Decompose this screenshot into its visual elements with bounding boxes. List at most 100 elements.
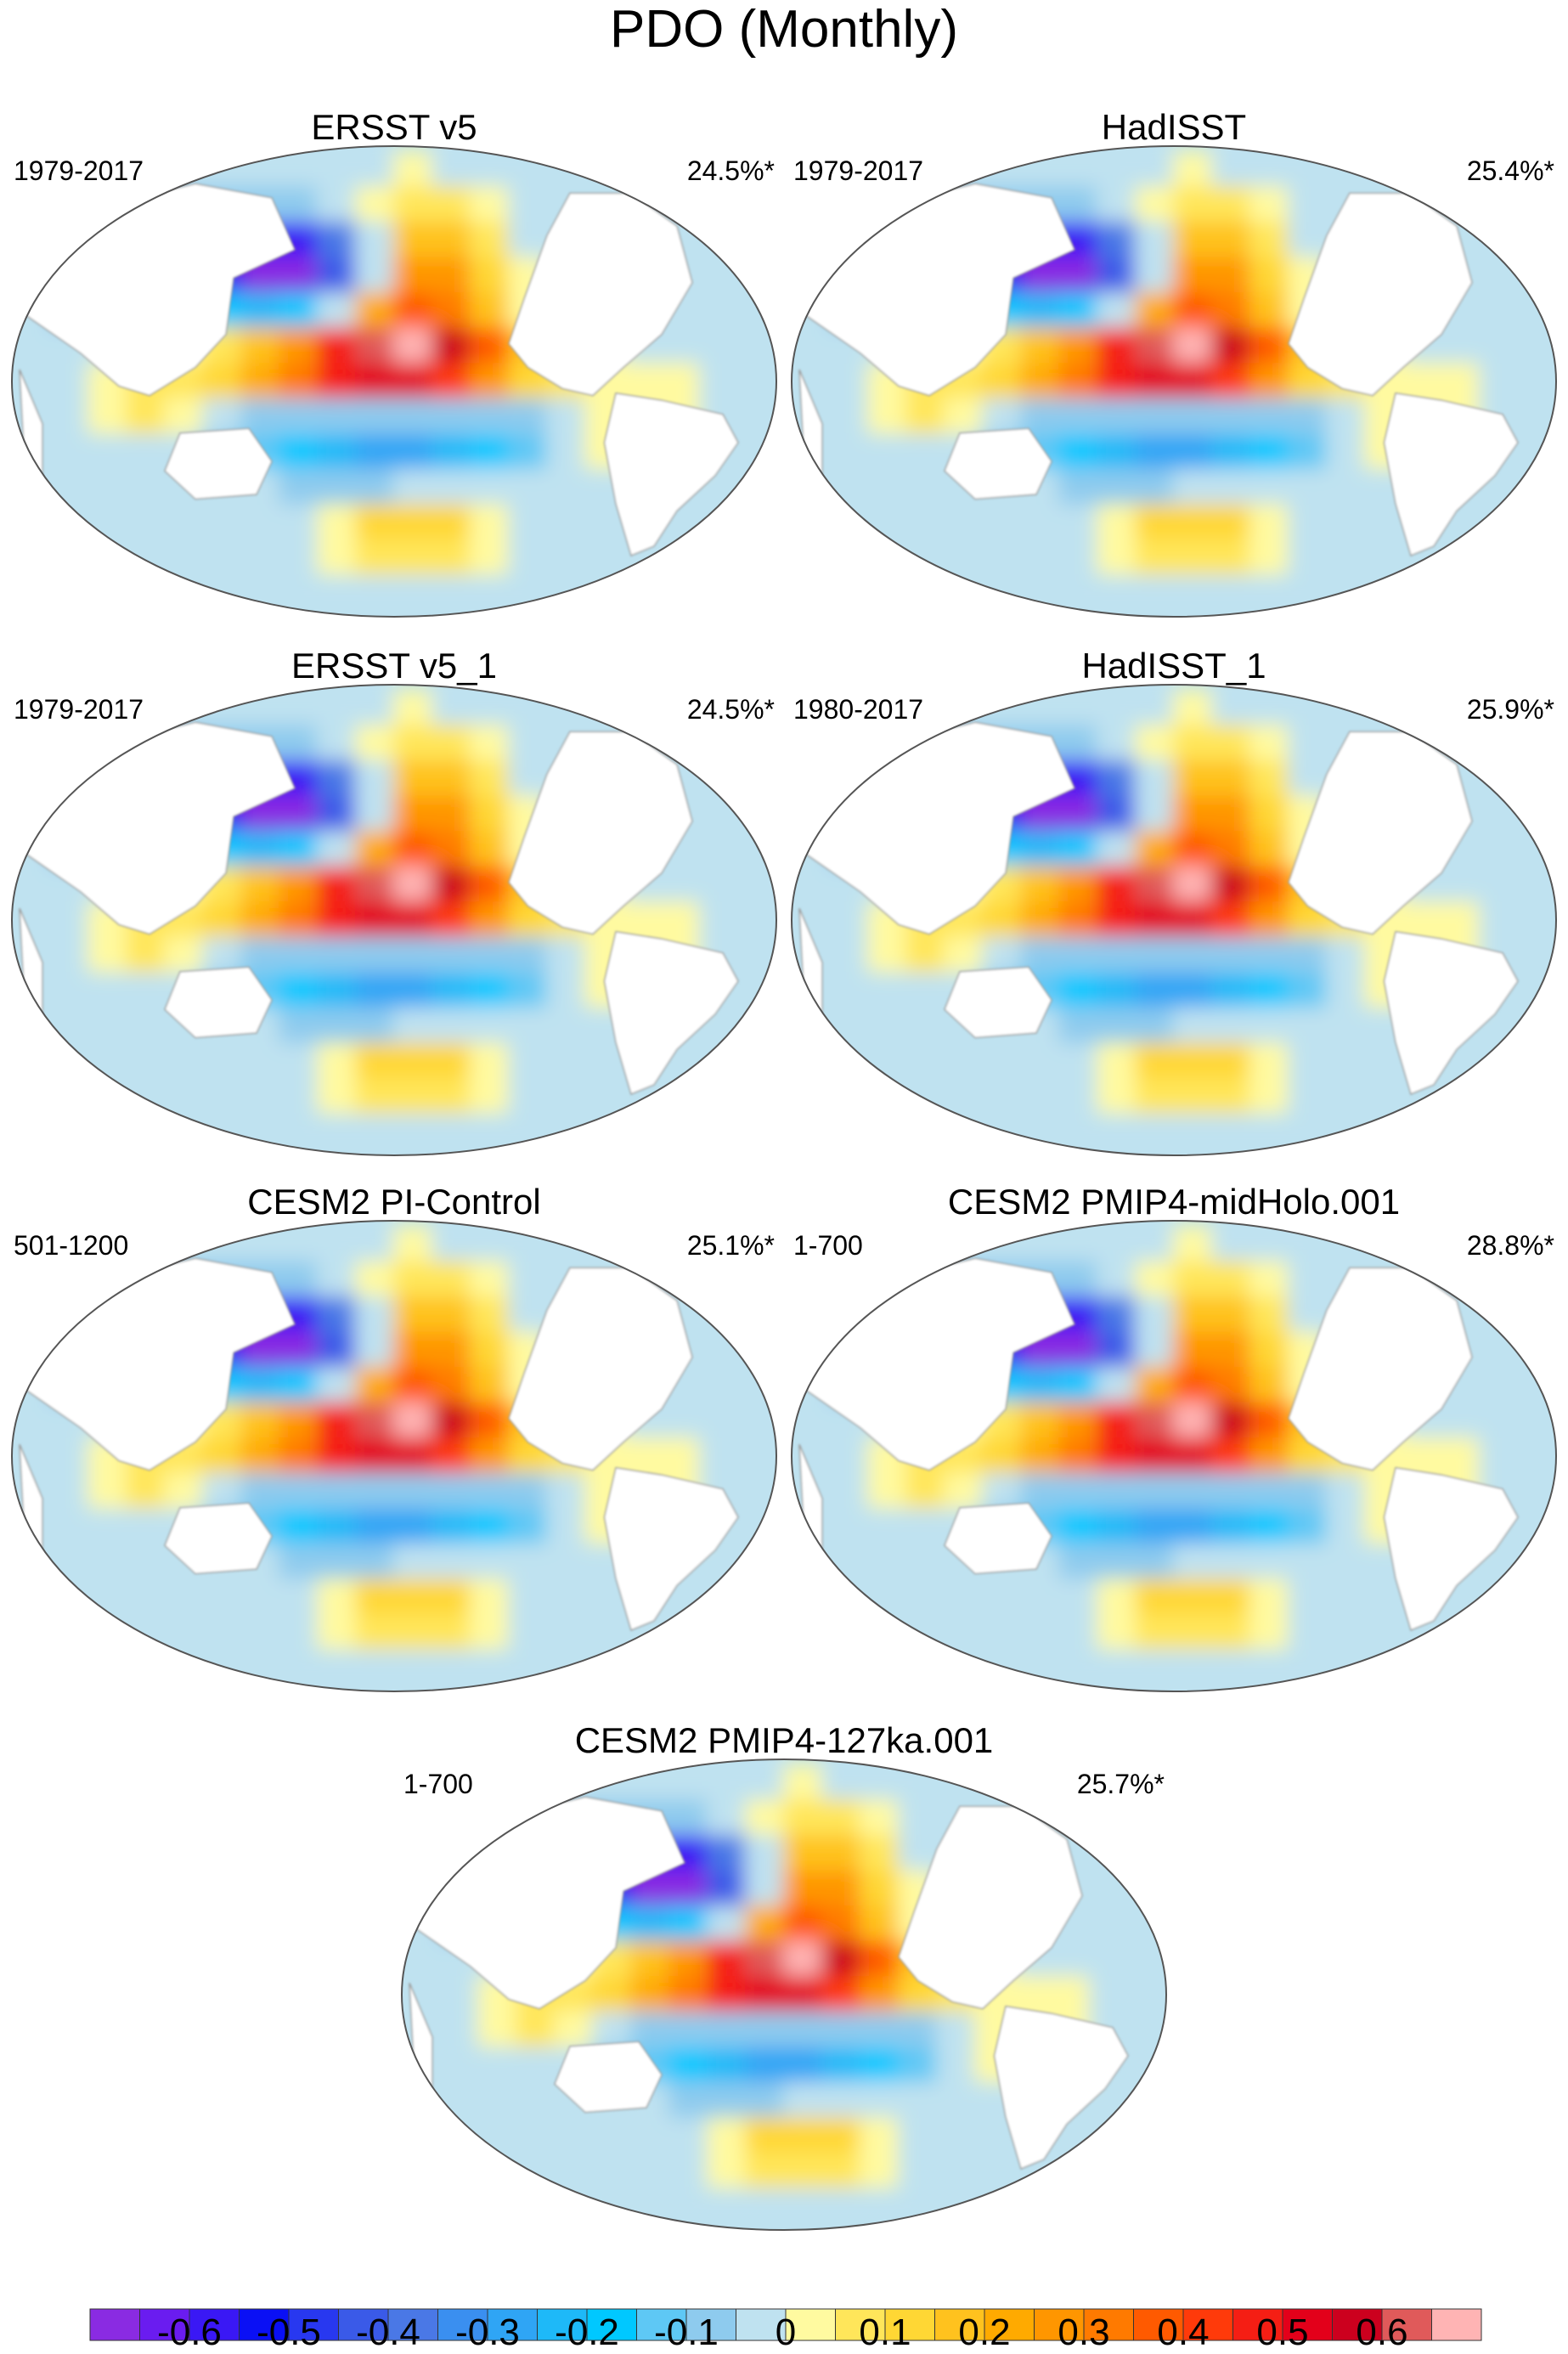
sst-cell bbox=[661, 574, 701, 612]
sst-cell bbox=[1364, 1077, 1404, 1115]
sst-cell bbox=[1441, 725, 1481, 763]
sst-cell bbox=[898, 2081, 938, 2120]
sst-cell bbox=[126, 398, 166, 436]
sst-cell bbox=[630, 1976, 670, 2013]
sst-cell bbox=[737, 363, 776, 400]
sst-cell bbox=[508, 468, 548, 506]
sst-cell bbox=[829, 972, 869, 1009]
sst-cell bbox=[944, 689, 984, 727]
sst-cell bbox=[1089, 1835, 1129, 1872]
sst-cell bbox=[164, 398, 204, 436]
sst-cell bbox=[1288, 468, 1328, 506]
sst-cell bbox=[1249, 1508, 1289, 1545]
sst-cell bbox=[1097, 866, 1137, 904]
sst-cell bbox=[898, 2152, 938, 2190]
sst-cell bbox=[431, 1225, 471, 1263]
sst-cell bbox=[1135, 1613, 1175, 1651]
sst-cell bbox=[630, 1940, 670, 1979]
sst-cell bbox=[470, 1007, 510, 1045]
sst-cell bbox=[402, 1835, 441, 1872]
sst-cell bbox=[1517, 539, 1556, 577]
sst-cell bbox=[279, 725, 319, 763]
sst-cell bbox=[905, 936, 945, 974]
sst-cell bbox=[1288, 150, 1328, 189]
map-outline bbox=[791, 684, 1557, 1156]
sst-cell bbox=[87, 1543, 127, 1581]
sst-cell bbox=[164, 1578, 204, 1616]
sst-cell bbox=[546, 689, 586, 727]
sst-cell bbox=[1288, 1613, 1328, 1651]
sst-cell bbox=[431, 292, 471, 330]
sst-cell bbox=[936, 2046, 976, 2084]
sst-cell bbox=[470, 689, 510, 727]
sst-cell bbox=[1097, 150, 1137, 189]
sst-cell bbox=[1173, 186, 1213, 224]
sst-cell bbox=[668, 1764, 708, 1802]
sst-cell bbox=[668, 1940, 708, 1979]
sst-cell bbox=[554, 2117, 594, 2154]
sst-cell bbox=[1058, 901, 1098, 939]
sst-cell bbox=[829, 468, 869, 506]
sst-cell bbox=[936, 2011, 976, 2049]
sst-cell bbox=[1517, 1042, 1556, 1080]
sst-cell bbox=[584, 150, 624, 189]
sst-cell bbox=[1012, 1976, 1052, 2013]
sst-cell bbox=[860, 1799, 900, 1837]
sst-cell bbox=[240, 150, 280, 189]
sst-cell bbox=[1058, 574, 1098, 612]
sst-cell bbox=[470, 1578, 510, 1616]
sst-cell bbox=[1326, 936, 1366, 974]
sst-cell bbox=[1173, 539, 1213, 577]
sst-cell bbox=[1517, 574, 1556, 612]
sst-cell bbox=[1249, 1402, 1289, 1440]
sst-cell bbox=[470, 1367, 510, 1404]
sst-cell bbox=[699, 504, 739, 541]
sst-cell bbox=[1020, 150, 1060, 189]
sst-cell bbox=[1211, 292, 1251, 330]
sst-cell bbox=[393, 760, 433, 798]
sst-cell bbox=[126, 433, 166, 471]
sst-cell bbox=[470, 901, 510, 939]
sst-cell bbox=[317, 292, 357, 330]
sst-cell bbox=[829, 1113, 869, 1151]
sst-cell bbox=[393, 398, 433, 436]
sst-cell bbox=[355, 689, 395, 727]
sst-cell bbox=[821, 2011, 861, 2049]
sst-cell bbox=[584, 1113, 624, 1151]
sst-cell bbox=[355, 1113, 395, 1151]
sst-cell bbox=[1173, 795, 1213, 833]
map-outline bbox=[791, 1220, 1557, 1692]
sst-cell bbox=[393, 574, 433, 612]
sst-cell bbox=[554, 2152, 594, 2190]
sst-cell bbox=[1173, 1367, 1213, 1404]
sst-cell bbox=[439, 2046, 479, 2084]
sst-cell bbox=[783, 2011, 823, 2049]
sst-cell bbox=[1135, 1437, 1175, 1475]
sst-cell bbox=[1441, 866, 1481, 904]
sst-cell bbox=[279, 972, 319, 1009]
sst-cell bbox=[974, 2152, 1014, 2190]
sst-cell bbox=[546, 972, 586, 1009]
sst-cell bbox=[783, 1905, 823, 1943]
map-outline bbox=[11, 145, 777, 618]
sst-cell bbox=[1211, 1367, 1251, 1404]
sst-cell bbox=[1135, 760, 1175, 798]
sst-cell bbox=[1211, 1113, 1251, 1151]
sst-cell bbox=[668, 2187, 708, 2226]
sst-cell bbox=[1249, 1113, 1289, 1151]
sst-cell bbox=[1058, 186, 1098, 224]
sst-cell bbox=[393, 1331, 433, 1369]
sst-cell bbox=[867, 972, 907, 1009]
sst-cell bbox=[516, 2117, 556, 2154]
sst-cell bbox=[745, 1799, 785, 1837]
sst-cell bbox=[431, 1543, 471, 1581]
sst-cell bbox=[699, 222, 739, 259]
sst-cell bbox=[1211, 936, 1251, 974]
sst-cell bbox=[867, 1578, 907, 1616]
sst-cell bbox=[974, 1764, 1014, 1802]
sst-cell bbox=[867, 539, 907, 577]
panel-title: CESM2 PMIP4-midHolo.001 bbox=[948, 1182, 1400, 1222]
sst-cell bbox=[1517, 257, 1556, 295]
sst-cell bbox=[1288, 1578, 1328, 1616]
sst-cell bbox=[1249, 936, 1289, 974]
